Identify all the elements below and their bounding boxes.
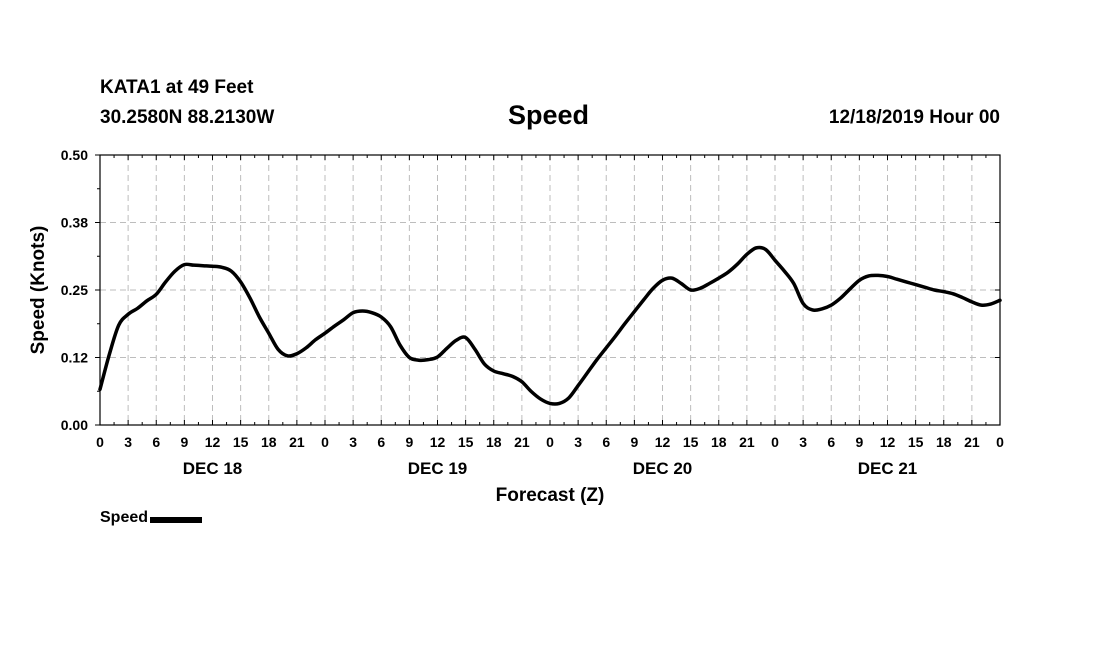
x-tick-label: 9 xyxy=(180,434,188,450)
x-tick-label: 21 xyxy=(739,434,755,450)
x-tick-label: 0 xyxy=(321,434,329,450)
x-tick-label: 18 xyxy=(936,434,952,450)
x-tick-label: 12 xyxy=(205,434,221,450)
x-tick-label: 21 xyxy=(514,434,530,450)
coordinates-label: 30.2580N 88.2130W xyxy=(100,107,275,128)
day-label: DEC 21 xyxy=(858,459,918,478)
x-tick-label: 3 xyxy=(799,434,807,450)
x-tick-label: 12 xyxy=(430,434,446,450)
x-tick-label: 6 xyxy=(152,434,160,450)
x-tick-label: 15 xyxy=(458,434,474,450)
y-tick-label: 0.38 xyxy=(61,215,88,231)
x-tick-label: 9 xyxy=(630,434,638,450)
x-tick-label: 12 xyxy=(880,434,896,450)
x-tick-label: 15 xyxy=(908,434,924,450)
x-tick-label: 9 xyxy=(405,434,413,450)
x-tick-label: 9 xyxy=(855,434,863,450)
x-tick-label: 3 xyxy=(574,434,582,450)
x-tick-label: 3 xyxy=(349,434,357,450)
x-tick-label: 0 xyxy=(771,434,779,450)
x-tick-label: 12 xyxy=(655,434,671,450)
x-tick-label: 3 xyxy=(124,434,132,450)
x-tick-label: 21 xyxy=(289,434,305,450)
day-label: DEC 19 xyxy=(408,459,468,478)
x-axis-label: Forecast (Z) xyxy=(496,485,605,506)
legend: Speed xyxy=(100,509,203,527)
y-tick-label: 0.00 xyxy=(61,417,88,433)
y-axis-label: Speed (Knots) xyxy=(28,226,49,355)
day-label: DEC 18 xyxy=(183,459,243,478)
x-tick-label: 6 xyxy=(827,434,835,450)
x-tick-label: 0 xyxy=(96,434,104,450)
y-tick-label: 0.50 xyxy=(61,147,88,163)
x-tick-label: 15 xyxy=(233,434,249,450)
forecast-datetime: 12/18/2019 Hour 00 xyxy=(828,107,1000,128)
series-line-speed xyxy=(98,245,1002,406)
y-tick-label: 0.25 xyxy=(61,282,88,298)
legend-swatch xyxy=(150,517,203,523)
x-tick-label: 15 xyxy=(683,434,699,450)
chart-title: Speed xyxy=(508,100,590,130)
x-tick-label: 6 xyxy=(377,434,385,450)
x-tick-label: 0 xyxy=(996,434,1004,450)
day-label: DEC 20 xyxy=(633,459,693,478)
x-tick-label: 21 xyxy=(964,434,980,450)
station-label: KATA1 at 49 Feet xyxy=(100,77,254,98)
x-tick-label: 18 xyxy=(261,434,277,450)
x-tick-label: 6 xyxy=(602,434,610,450)
x-tick-label: 18 xyxy=(486,434,502,450)
y-tick-label: 0.12 xyxy=(61,350,88,366)
x-tick-label: 18 xyxy=(711,434,727,450)
legend-label: Speed xyxy=(100,509,149,526)
x-tick-label: 0 xyxy=(546,434,554,450)
